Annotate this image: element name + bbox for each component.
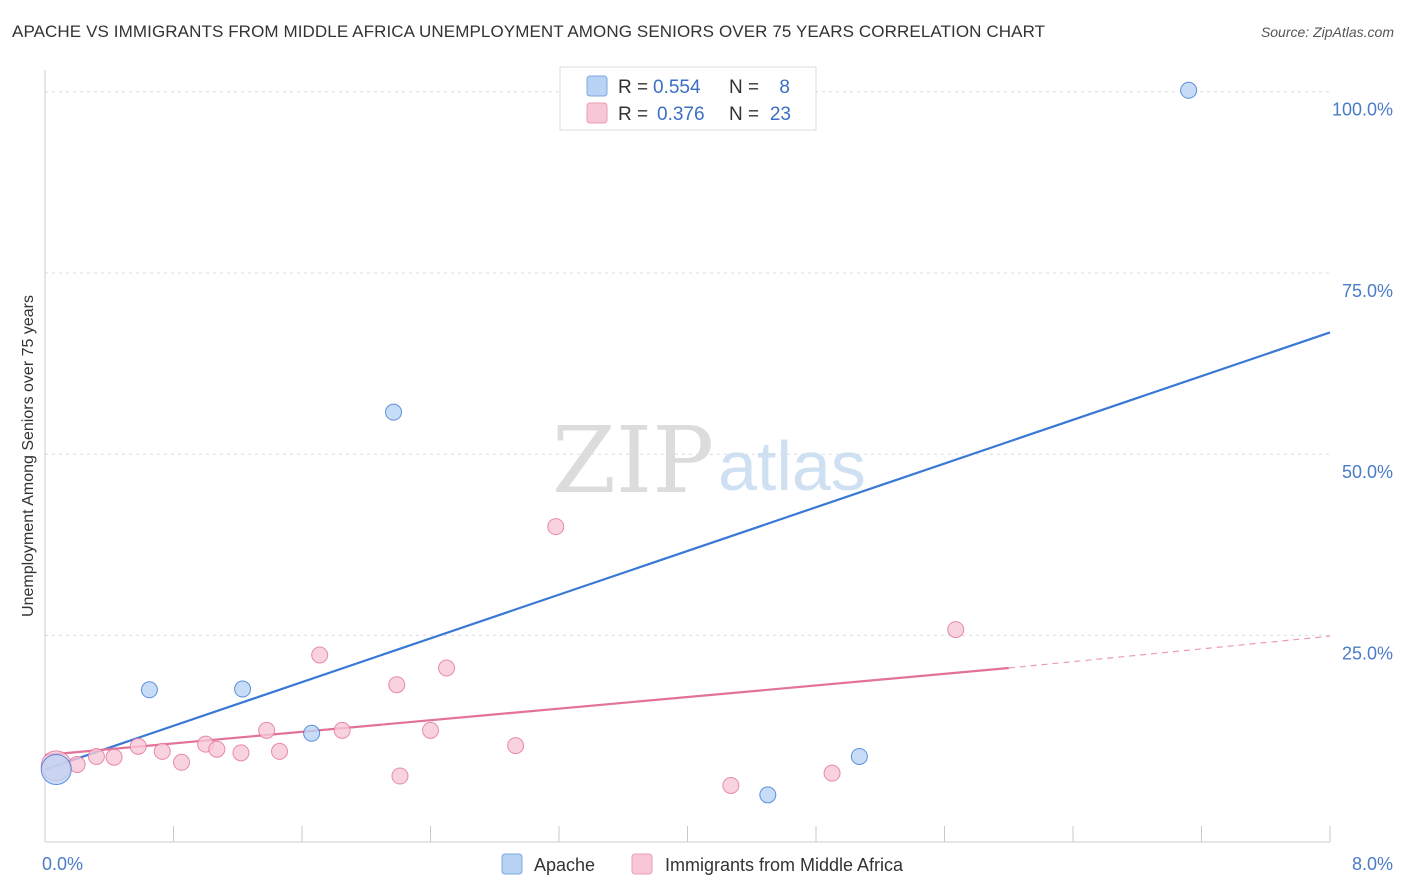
point-africa-3 — [105, 748, 123, 766]
point-africa-20 — [722, 776, 740, 794]
point-apache-5 — [759, 786, 777, 804]
bottom-legend-label-africa: Immigrants from Middle Africa — [665, 855, 904, 875]
point-africa-2 — [87, 747, 105, 765]
trendline-1 — [44, 666, 1009, 757]
trendline-0 — [44, 331, 1331, 771]
legend-n-label-africa: N = — [729, 104, 759, 125]
source-label: Source: ZipAtlas.com — [1260, 24, 1394, 40]
y-tick-label-3: 100.0% — [1332, 100, 1393, 120]
point-africa-12 — [311, 646, 329, 664]
point-apache-3 — [303, 724, 321, 742]
point-africa-18 — [507, 737, 525, 755]
chart-title: APACHE VS IMMIGRANTS FROM MIDDLE AFRICA … — [12, 22, 1046, 41]
point-africa-5 — [153, 742, 171, 760]
point-africa-13 — [333, 721, 351, 739]
point-africa-9 — [232, 744, 250, 762]
bottom-legend-swatch-africa — [631, 853, 653, 875]
point-apache-1 — [140, 681, 158, 699]
legend-n-value-apache: 8 — [779, 77, 790, 98]
gridlines — [45, 91, 1330, 636]
point-apache-6 — [850, 747, 868, 765]
watermark: ZIP atlas — [552, 407, 866, 514]
legend-n-value-africa: 23 — [770, 104, 791, 125]
point-africa-17 — [438, 659, 456, 677]
bottom-legend-label-apache: Apache — [534, 855, 595, 875]
data-points — [40, 81, 1198, 804]
legend-r-value-apache: 0.554 — [653, 77, 701, 98]
axes — [44, 70, 1331, 843]
y-tick-label-0: 25.0% — [1342, 643, 1393, 663]
y-tick-label-2: 75.0% — [1342, 281, 1393, 301]
legend-r-value-africa: 0.376 — [657, 104, 705, 125]
series-legend: Apache Immigrants from Middle Africa — [501, 853, 904, 875]
point-africa-11 — [271, 742, 289, 760]
point-africa-21 — [823, 764, 841, 782]
point-apache-2 — [234, 680, 252, 698]
point-africa-10 — [258, 721, 276, 739]
watermark-atlas: atlas — [718, 427, 866, 505]
bottom-legend-swatch-apache — [501, 853, 523, 875]
legend-r-label-apache: R = — [618, 77, 648, 98]
trendlines — [44, 331, 1331, 771]
point-africa-14 — [388, 676, 406, 694]
watermark-zip: ZIP — [552, 407, 714, 514]
stats-legend: R = 0.554 N = 8 R = 0.376 N = 23 — [559, 66, 817, 131]
x-tick-label-1: 8.0% — [1352, 854, 1393, 874]
point-africa-16 — [422, 721, 439, 739]
point-apache-4 — [385, 403, 403, 421]
legend-n-label-apache: N = — [729, 77, 759, 98]
point-africa-19 — [547, 518, 565, 536]
y-tick-label-1: 50.0% — [1342, 462, 1393, 482]
legend-r-label-africa: R = — [618, 104, 648, 125]
trendline-dashed-1 — [1008, 635, 1331, 669]
legend-swatch-africa — [586, 102, 608, 124]
x-tick-labels: 0.0% 8.0% — [42, 854, 1393, 874]
point-apache-0 — [40, 754, 72, 786]
y-axis-title: Unemployment Among Seniors over 75 years — [20, 295, 37, 617]
point-africa-8 — [208, 740, 226, 758]
point-africa-6 — [173, 753, 191, 771]
x-tick-label-0: 0.0% — [42, 854, 83, 874]
legend-swatch-apache — [586, 75, 608, 97]
y-tick-labels: 25.0% 50.0% 75.0% 100.0% — [1332, 100, 1393, 664]
point-africa-15 — [391, 767, 409, 785]
point-apache-7 — [1180, 81, 1198, 99]
point-africa-4 — [129, 737, 147, 755]
point-africa-22 — [947, 621, 965, 639]
